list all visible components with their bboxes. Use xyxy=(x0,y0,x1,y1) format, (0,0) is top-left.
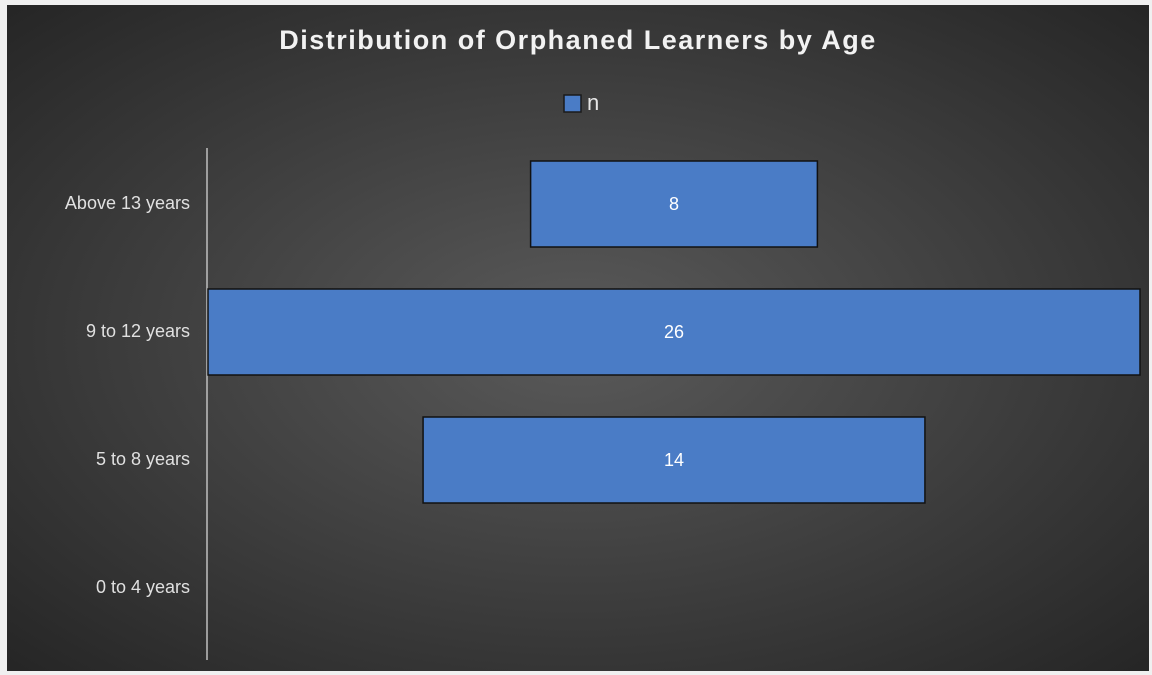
data-label: 8 xyxy=(669,194,679,214)
bar xyxy=(422,416,926,504)
y-tick-label: Above 13 years xyxy=(65,193,190,213)
bar xyxy=(207,288,1141,376)
bar xyxy=(529,160,819,248)
data-label: 26 xyxy=(664,322,684,342)
legend-label: n xyxy=(587,90,599,115)
chart-title: Distribution of Orphaned Learners by Age xyxy=(279,25,877,55)
data-label: 14 xyxy=(664,450,684,470)
y-tick-label: 5 to 8 years xyxy=(96,449,190,469)
y-tick-label: 9 to 12 years xyxy=(86,321,190,341)
y-tick-label: 0 to 4 years xyxy=(96,577,190,597)
legend-swatch xyxy=(563,94,582,113)
